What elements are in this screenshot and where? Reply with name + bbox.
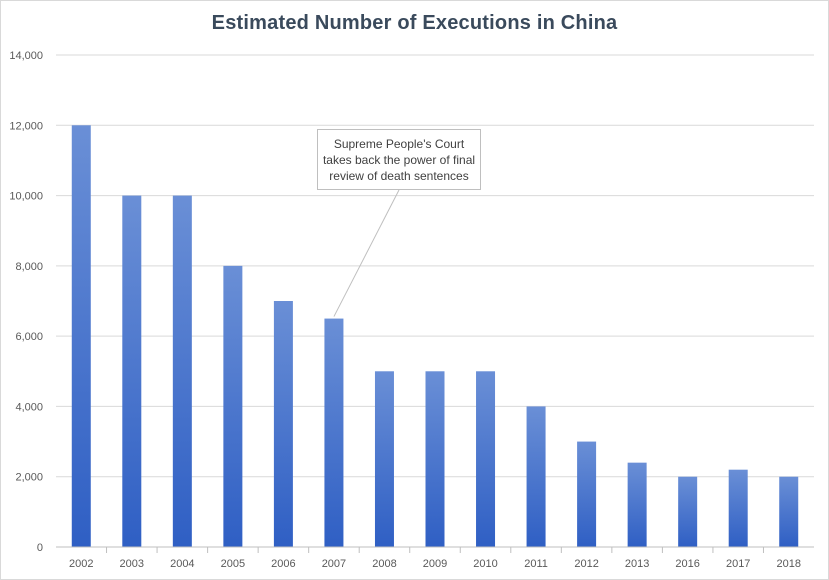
bar-2005 [223,265,243,547]
y-tick-label: 6,000 [15,331,43,343]
y-tick-label: 10,000 [9,191,43,203]
bar-2012 [577,441,597,547]
bar-2011 [526,406,546,547]
y-tick-label: 0 [37,542,43,554]
callout-leader-line [333,189,400,317]
x-tick-label: 2016 [675,558,699,570]
y-tick-label: 2,000 [15,472,43,484]
y-tick-label: 8,000 [15,261,43,273]
bars [71,125,799,548]
x-tick-label: 2004 [170,558,194,570]
bar-2006 [273,301,293,547]
x-tick-label: 2010 [473,558,497,570]
x-tick-label: 2002 [69,558,93,570]
bar-2017 [728,469,748,547]
x-tick-label: 2018 [776,558,800,570]
x-tick-label: 2003 [120,558,144,570]
x-tick-label: 2008 [372,558,396,570]
x-tick-label: 2012 [574,558,598,570]
bar-2007 [324,318,344,547]
annotation-callout: Supreme People's Court takes back the po… [317,129,481,190]
bar-2002 [71,125,91,548]
x-tick-label: 2013 [625,558,649,570]
bar-2018 [779,476,799,547]
y-tick-label: 12,000 [9,120,43,132]
bar-2010 [476,371,496,547]
bar-2013 [627,462,647,547]
y-tick-label: 4,000 [15,401,43,413]
x-axis: 2002 2003 2004 2005 2006 2007 2008 2009 2010 2011… [56,546,814,570]
x-tick-label: 2005 [221,558,245,570]
bar-2009 [425,371,445,547]
x-tick-label: 2007 [322,558,346,570]
x-tick-label: 2011 [524,558,548,570]
x-tick-label: 2006 [271,558,295,570]
x-tick-label: 2009 [423,558,447,570]
y-tick-label: 14,000 [9,50,43,62]
y-axis: 0 2,000 4,000 6,000 8,000 10,000 12,000 14,000 [9,50,43,554]
bar-2003 [122,195,142,548]
bar-2004 [172,195,192,548]
chart-title: Estimated Number of Executions in China [211,12,618,34]
callout-leader [333,189,400,317]
bar-2008 [374,371,394,547]
x-tick-label: 2017 [726,558,750,570]
bar-2016 [678,476,698,547]
